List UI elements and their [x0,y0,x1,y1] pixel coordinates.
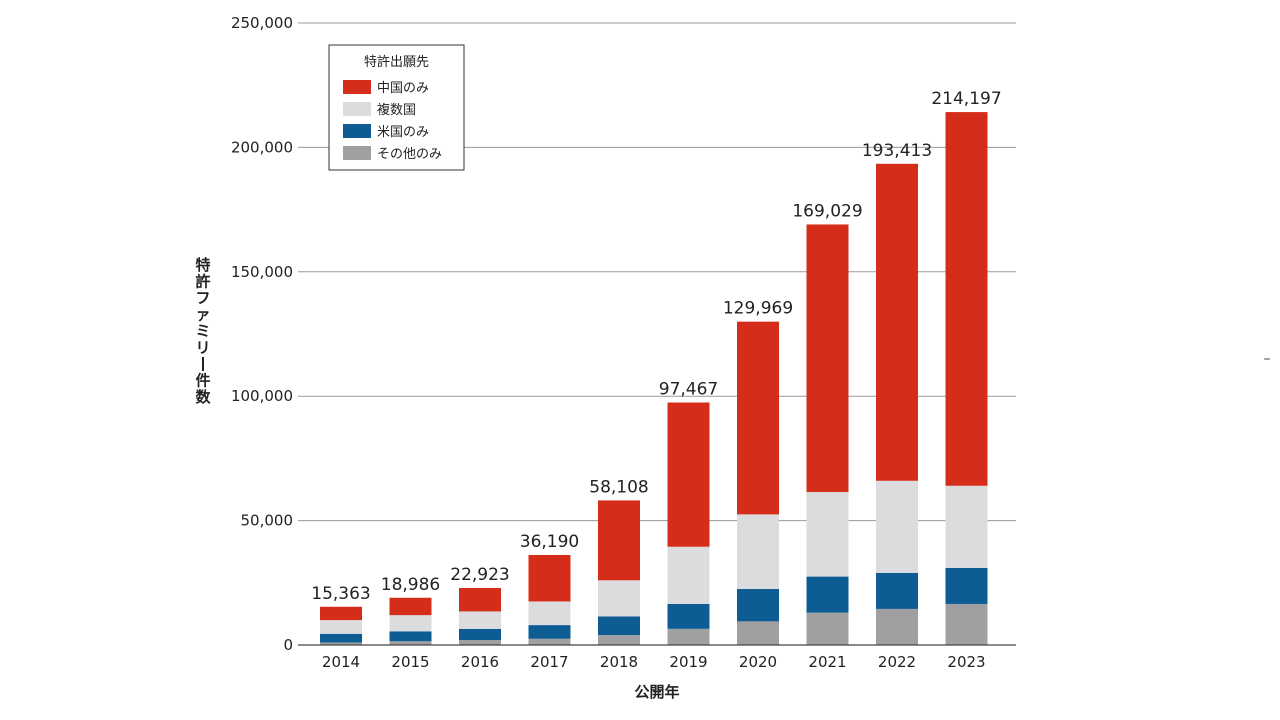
x-axis-title: 公開年 [634,683,679,701]
total-label-2019: 97,467 [659,380,718,400]
total-label-2020: 129,969 [723,299,793,319]
total-label-2014: 15,363 [311,584,370,604]
bar-2023-米国のみ [945,567,988,604]
bar-2018-中国のみ [598,500,640,581]
bar-2023-その他のみ [945,603,988,645]
bar-2018-複数国 [598,580,640,617]
bar-2014-中国のみ [320,606,362,621]
x-tick-label-2018: 2018 [600,653,638,671]
x-tick-label-2021: 2021 [808,653,846,671]
bar-2021-複数国 [806,491,849,577]
legend-swatch-米国のみ [343,124,371,138]
y-tick-label-250000: 250,000 [231,14,293,32]
bar-2016-中国のみ [459,587,501,612]
bar-2017-複数国 [528,601,571,626]
legend-label-中国のみ: 中国のみ [377,81,429,96]
bar-2019-米国のみ [667,603,710,629]
x-tick-label-2014: 2014 [322,653,360,671]
bar-2021-その他のみ [806,612,849,645]
bar-2016-米国のみ [459,628,501,641]
x-tick-label-2015: 2015 [391,653,429,671]
y-axis-title-char-7: 件 [195,372,210,390]
bar-2016-その他のみ [459,640,501,645]
bar-2019-複数国 [667,546,710,604]
y-axis-title-char-1: 許 [195,273,210,291]
bars [320,112,988,645]
y-axis-title-char-5: リ [195,339,210,357]
total-label-2023: 214,197 [931,89,1001,109]
bar-2016-複数国 [459,611,501,629]
y-axis-title-char-2: フ [195,289,210,307]
y-tick-label-200000: 200,000 [231,138,293,156]
bar-2023-中国のみ [945,112,988,486]
y-tick-label-100000: 100,000 [231,387,293,405]
bar-2014-その他のみ [320,642,362,645]
total-label-2016: 22,923 [450,565,509,585]
y-axis-title-char-4: ミ [195,322,210,340]
total-label-2021: 169,029 [792,201,862,221]
legend-swatch-その他のみ [343,146,371,160]
total-label-2022: 193,413 [862,141,932,161]
total-labels: 15,363 18,986 22,923 36,190 58,108 97,467 129,… [311,89,1001,604]
total-label-2015: 18,986 [381,575,440,595]
y-tick-label-0: 0 [283,636,293,654]
bar-2022-米国のみ [876,572,918,609]
bar-2022-その他のみ [876,608,918,645]
bar-2017-中国のみ [528,554,571,602]
bar-2022-複数国 [876,480,918,573]
x-tick-label-2017: 2017 [530,653,568,671]
bar-2015-米国のみ [389,631,432,642]
y-axis-title-char-8: 数 [195,388,211,406]
bar-2020-米国のみ [737,589,779,622]
x-tick-label-2020: 2020 [739,653,777,671]
y-axis-title-char-0: 特 [195,256,210,274]
bar-2022-中国のみ [876,163,918,481]
legend-label-複数国: 複数国 [377,102,416,118]
bar-2015-中国のみ [389,597,432,616]
x-tick-label-2023: 2023 [947,653,985,671]
bar-2020-複数国 [737,514,779,590]
legend-label-その他のみ: その他のみ [377,147,442,162]
bar-2021-中国のみ [806,224,849,492]
stray-dash-mark: – [1264,351,1271,367]
legend-label-米国のみ: 米国のみ [377,125,429,140]
x-tick-label-2019: 2019 [669,653,707,671]
bar-2021-米国のみ [806,576,849,613]
bar-2015-その他のみ [389,641,432,645]
bar-2018-その他のみ [598,635,640,645]
bar-2020-中国のみ [737,321,779,515]
bar-2017-米国のみ [528,625,571,639]
bar-2017-その他のみ [528,638,571,645]
bar-2019-中国のみ [667,402,710,547]
y-tick-label-150000: 150,000 [231,263,293,281]
bar-2015-複数国 [389,615,432,632]
bar-2018-米国のみ [598,616,640,636]
bar-2019-その他のみ [667,628,710,645]
y-tick-labels: 0 50,000 100,000 150,000 200,000 250,000 [231,14,293,654]
total-label-2017: 36,190 [520,532,579,552]
total-label-2018: 58,108 [589,477,648,497]
bar-2014-米国のみ [320,633,362,643]
legend-title: 特許出願先 [364,55,429,70]
x-tick-labels: 2014 2015 2016 2017 2018 2019 2020 2021 2022 2023 [322,653,986,671]
y-axis-title-char-3: ァ [195,306,210,324]
x-tick-label-2016: 2016 [461,653,499,671]
bar-2020-その他のみ [737,621,779,645]
y-tick-label-50000: 50,000 [241,512,294,530]
x-tick-label-2022: 2022 [878,653,916,671]
bar-2014-複数国 [320,620,362,634]
bar-2023-複数国 [945,485,988,568]
legend-swatch-複数国 [343,102,371,116]
legend-swatch-中国のみ [343,80,371,94]
